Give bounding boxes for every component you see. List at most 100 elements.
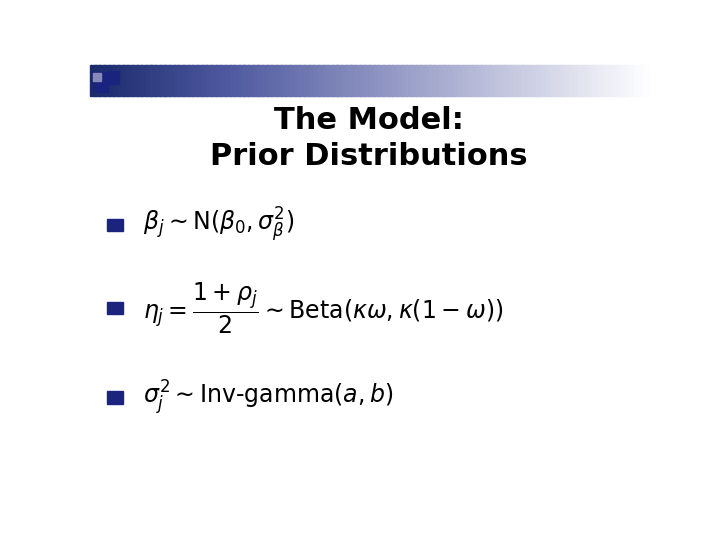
Bar: [127, 65, 133, 96]
Bar: [601, 65, 607, 96]
Bar: [230, 65, 235, 96]
Bar: [429, 65, 435, 96]
Bar: [300, 65, 305, 96]
Bar: [578, 65, 584, 96]
Bar: [411, 65, 417, 96]
Text: Prior Distributions: Prior Distributions: [210, 142, 528, 171]
Bar: [546, 65, 552, 96]
Bar: [550, 65, 556, 96]
Bar: [616, 65, 621, 96]
Bar: [243, 65, 249, 96]
Bar: [192, 65, 198, 96]
Bar: [620, 65, 626, 96]
Bar: [122, 65, 128, 96]
Bar: [107, 391, 123, 404]
Bar: [108, 71, 119, 84]
Bar: [239, 65, 245, 96]
Bar: [285, 65, 291, 96]
Bar: [462, 65, 468, 96]
Bar: [392, 65, 398, 96]
Bar: [150, 65, 156, 96]
Bar: [234, 65, 240, 96]
Bar: [634, 65, 640, 96]
Bar: [355, 65, 361, 96]
Bar: [513, 65, 519, 96]
Text: $\eta_j = \dfrac{1 + \rho_j}{2} \sim \mathrm{Beta}(\kappa\omega, \kappa(1 - \ome: $\eta_j = \dfrac{1 + \rho_j}{2} \sim \ma…: [143, 280, 503, 335]
Bar: [197, 65, 203, 96]
Bar: [387, 65, 393, 96]
Bar: [518, 65, 523, 96]
Bar: [499, 65, 505, 96]
Bar: [276, 65, 282, 96]
Bar: [281, 65, 287, 96]
Bar: [593, 65, 598, 96]
Bar: [318, 65, 323, 96]
Bar: [327, 65, 333, 96]
Bar: [248, 65, 254, 96]
Bar: [145, 65, 152, 96]
Bar: [490, 65, 495, 96]
Bar: [453, 65, 459, 96]
Bar: [258, 65, 264, 96]
Bar: [625, 65, 631, 96]
Bar: [438, 65, 444, 96]
Bar: [360, 65, 366, 96]
Bar: [402, 65, 408, 96]
Bar: [113, 65, 119, 96]
Bar: [341, 65, 347, 96]
Bar: [99, 65, 105, 96]
Bar: [629, 65, 635, 96]
Bar: [597, 65, 603, 96]
Bar: [476, 65, 482, 96]
Bar: [309, 65, 315, 96]
Bar: [415, 65, 421, 96]
Bar: [211, 65, 217, 96]
Bar: [351, 65, 356, 96]
Bar: [448, 65, 454, 96]
Bar: [532, 65, 538, 96]
Bar: [574, 65, 580, 96]
Bar: [481, 65, 487, 96]
Bar: [434, 65, 440, 96]
Bar: [485, 65, 491, 96]
Bar: [508, 65, 514, 96]
Bar: [374, 65, 379, 96]
Bar: [206, 65, 212, 96]
Bar: [527, 65, 533, 96]
Text: The Model:: The Model:: [274, 106, 464, 136]
Bar: [90, 65, 96, 96]
Bar: [332, 65, 338, 96]
Bar: [588, 65, 593, 96]
Bar: [141, 65, 147, 96]
Bar: [137, 65, 143, 96]
Bar: [93, 72, 109, 92]
Bar: [225, 65, 230, 96]
Bar: [220, 65, 226, 96]
Bar: [564, 65, 570, 96]
Bar: [107, 302, 123, 314]
Bar: [444, 65, 449, 96]
Bar: [472, 65, 477, 96]
Bar: [364, 65, 370, 96]
Bar: [457, 65, 463, 96]
Bar: [406, 65, 412, 96]
Bar: [559, 65, 565, 96]
Bar: [155, 65, 161, 96]
Bar: [541, 65, 546, 96]
Bar: [536, 65, 542, 96]
Bar: [160, 65, 166, 96]
Bar: [290, 65, 296, 96]
Bar: [215, 65, 221, 96]
Bar: [611, 65, 616, 96]
Bar: [639, 65, 644, 96]
Bar: [555, 65, 561, 96]
Bar: [336, 65, 342, 96]
Bar: [523, 65, 528, 96]
Bar: [253, 65, 258, 96]
Bar: [179, 65, 184, 96]
Bar: [93, 73, 101, 82]
Bar: [346, 65, 351, 96]
Bar: [313, 65, 319, 96]
Bar: [495, 65, 500, 96]
Bar: [271, 65, 277, 96]
